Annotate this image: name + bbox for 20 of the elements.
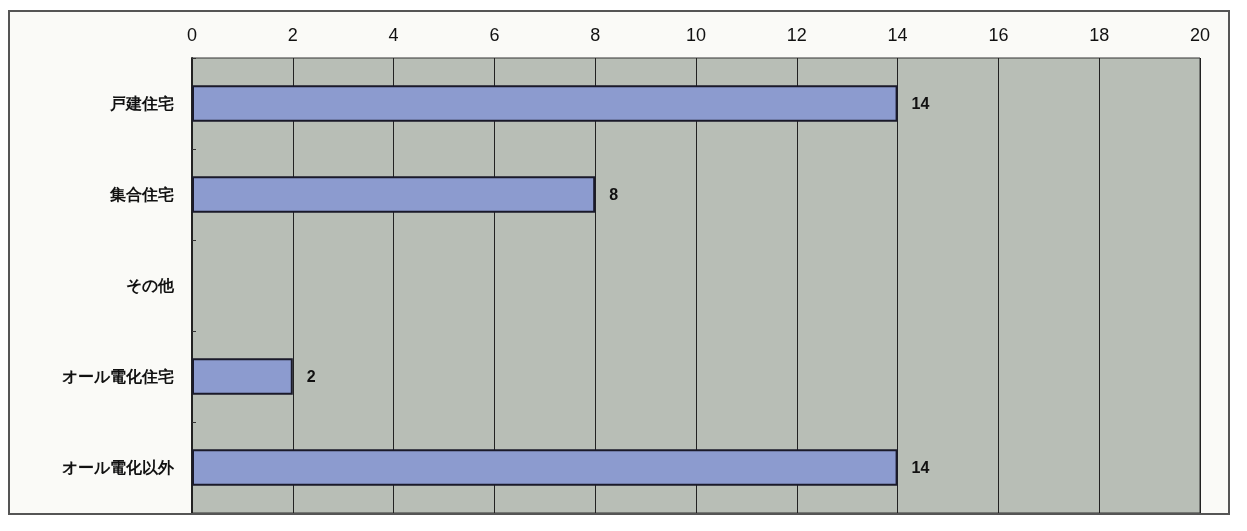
x-tick-label: 4 [388, 25, 399, 45]
data-label: 8 [609, 186, 619, 203]
x-tick-label: 2 [287, 25, 298, 45]
x-tick-label: 18 [1089, 25, 1110, 45]
x-tick-label: 16 [988, 25, 1009, 45]
y-tick-label: その他 [126, 277, 175, 295]
x-tick-label: 0 [186, 25, 198, 45]
x-tick-label: 12 [786, 25, 807, 45]
data-label: 14 [911, 95, 930, 112]
y-tick-label: 戸建住宅 [109, 94, 174, 112]
x-tick-label: 20 [1189, 25, 1211, 45]
x-tick-label: 14 [887, 25, 908, 45]
x-tick-label: 10 [685, 25, 707, 45]
data-label: 2 [306, 368, 316, 385]
data-label: 14 [911, 459, 930, 476]
y-tick-label: 集合住宅 [109, 185, 174, 203]
x-tick-label: 6 [489, 25, 500, 45]
x-tick-label: 8 [590, 25, 601, 45]
y-tick-label: オール電化以外 [62, 459, 175, 476]
y-tick-label: オール電化住宅 [62, 367, 174, 385]
